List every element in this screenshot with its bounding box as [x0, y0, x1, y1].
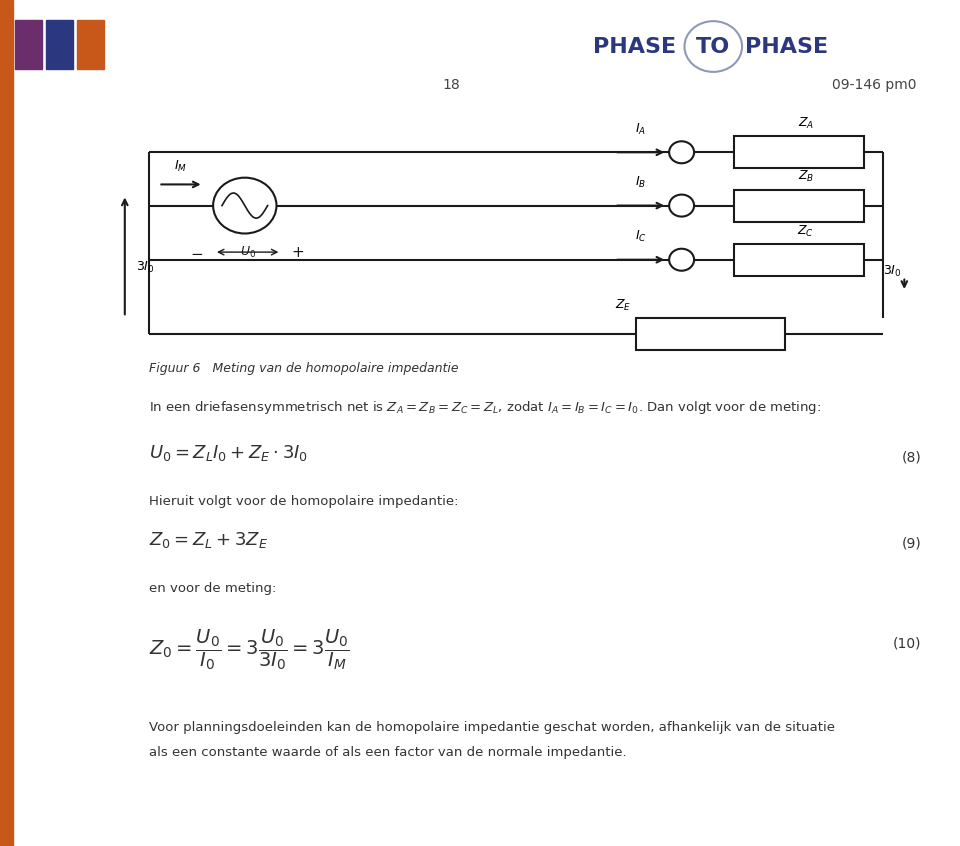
Text: In een driefasensymmetrisch net is $Z_A = Z_B = Z_C = Z_L$, zodat $I_A = I_B = I: In een driefasensymmetrisch net is $Z_A …	[149, 399, 821, 416]
Text: $I_C$: $I_C$	[635, 229, 647, 244]
Bar	[734, 244, 864, 276]
Circle shape	[213, 178, 276, 233]
Text: $U_0$: $U_0$	[240, 244, 255, 260]
Text: (8): (8)	[901, 450, 922, 464]
Text: en voor de meting:: en voor de meting:	[149, 582, 276, 595]
Text: $3I_0$: $3I_0$	[136, 260, 155, 275]
Bar	[734, 136, 864, 168]
Bar	[77, 20, 104, 69]
Text: $I_B$: $I_B$	[636, 175, 646, 190]
Text: $I_A$: $I_A$	[636, 122, 646, 137]
Text: $U_0 = Z_L I_0 + Z_E \cdot 3I_0$: $U_0 = Z_L I_0 + Z_E \cdot 3I_0$	[149, 443, 308, 464]
Text: $Z_B$: $Z_B$	[798, 169, 814, 184]
Bar	[46, 20, 73, 69]
Text: PHASE: PHASE	[745, 36, 828, 57]
Text: Hieruit volgt voor de homopolaire impedantie:: Hieruit volgt voor de homopolaire impeda…	[149, 495, 458, 508]
Text: PHASE: PHASE	[593, 36, 677, 57]
Text: $Z_E$: $Z_E$	[614, 298, 632, 313]
Text: als een constante waarde of als een factor van de normale impedantie.: als een constante waarde of als een fact…	[149, 746, 627, 759]
Text: TO: TO	[696, 36, 731, 57]
Text: $-$: $-$	[190, 244, 204, 260]
Bar	[734, 190, 864, 222]
Text: Voor planningsdoeleinden kan de homopolaire impedantie geschat worden, afhankeli: Voor planningsdoeleinden kan de homopola…	[149, 721, 835, 733]
Text: (9): (9)	[901, 536, 922, 551]
Text: $I_M$: $I_M$	[175, 159, 187, 174]
Bar	[0, 0, 13, 846]
Bar	[636, 318, 784, 350]
Text: $Z_0 = Z_L + 3Z_E$: $Z_0 = Z_L + 3Z_E$	[149, 530, 268, 550]
Circle shape	[684, 21, 742, 72]
Bar	[15, 20, 42, 69]
Circle shape	[669, 195, 694, 217]
Text: $+$: $+$	[291, 244, 304, 260]
Text: $Z_0 = \dfrac{U_0}{I_0} = 3\dfrac{U_0}{3I_0} = 3\dfrac{U_0}{I_M}$: $Z_0 = \dfrac{U_0}{I_0} = 3\dfrac{U_0}{3…	[149, 628, 349, 673]
Text: $3I_0$: $3I_0$	[883, 264, 901, 279]
Text: 18: 18	[443, 78, 460, 91]
Circle shape	[669, 141, 694, 163]
Text: Figuur 6   Meting van de homopolaire impedantie: Figuur 6 Meting van de homopolaire imped…	[149, 362, 459, 375]
Text: $Z_A$: $Z_A$	[798, 116, 814, 131]
Text: (10): (10)	[893, 636, 922, 651]
Text: 09-146 pm0: 09-146 pm0	[832, 78, 917, 91]
Circle shape	[669, 249, 694, 271]
Text: $Z_C$: $Z_C$	[797, 223, 814, 239]
